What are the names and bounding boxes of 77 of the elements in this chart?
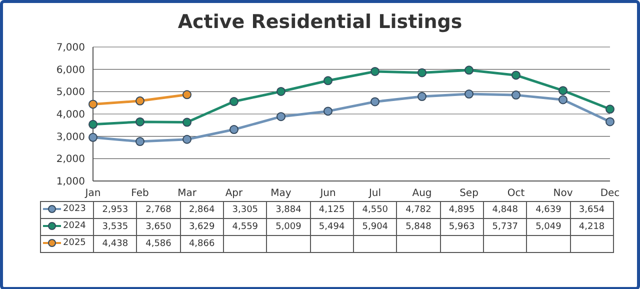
- point: [464, 66, 474, 75]
- data-label: 5,904: [353, 218, 397, 236]
- data-label: 5,737: [483, 218, 527, 236]
- point: [606, 117, 614, 126]
- x-tick-label: Mar: [178, 188, 198, 200]
- data-label: 3,535: [94, 218, 137, 236]
- data-label: 3,629: [180, 218, 224, 236]
- y-tick-label: 6,000: [56, 64, 85, 76]
- data-label: 4,438: [94, 236, 137, 252]
- point: [606, 104, 614, 114]
- data-label: 3,650: [136, 218, 180, 236]
- x-tick-label: Jul: [368, 188, 382, 200]
- point: [276, 112, 286, 122]
- point: [512, 70, 520, 80]
- x-tick-label: Dec: [600, 188, 620, 200]
- point: [370, 97, 380, 106]
- point: [182, 118, 192, 127]
- point: [230, 125, 238, 134]
- x-tick-label: Sep: [460, 188, 478, 200]
- point: [88, 100, 98, 109]
- point: [88, 120, 98, 129]
- point: [512, 90, 520, 100]
- point: [558, 86, 568, 96]
- point: [558, 95, 568, 104]
- x-tick-label: Jun: [319, 188, 336, 200]
- data-label: 4,782: [396, 202, 440, 218]
- data-label: 4,586: [136, 236, 180, 252]
- x-tick-label: Nov: [553, 188, 573, 200]
- x-tick-label: Oct: [507, 188, 525, 200]
- x-tick-label: Aug: [412, 188, 432, 200]
- x-tick-label: Jan: [84, 188, 101, 200]
- point: [418, 92, 426, 102]
- data-label: 5,963: [440, 218, 484, 236]
- point: [370, 66, 380, 76]
- data-label: 2,768: [136, 202, 180, 218]
- chart-title: Active Residential Listings: [176, 11, 464, 33]
- point: [182, 90, 192, 100]
- y-tick-label: 1,000: [56, 176, 85, 188]
- data-label: 3,884: [266, 202, 310, 218]
- point: [230, 97, 238, 106]
- x-tick-label: May: [270, 188, 292, 200]
- point: [136, 117, 144, 126]
- data-label: 4,125: [310, 202, 354, 218]
- data-label: 3,654: [570, 202, 614, 218]
- y-tick-label: 2,000: [56, 154, 85, 166]
- data-label: 4,218: [570, 218, 614, 236]
- y-tick-label: 5,000: [56, 87, 85, 98]
- data-label: 2,864: [180, 202, 224, 218]
- data-label: 4,866: [180, 236, 224, 252]
- point: [136, 137, 144, 146]
- point: [324, 106, 332, 116]
- legend-label: 2023: [63, 204, 86, 214]
- data-label: 4,848: [483, 202, 527, 218]
- point: [88, 132, 98, 142]
- data-label: 4,559: [223, 218, 267, 236]
- point: [136, 96, 144, 106]
- point: [276, 86, 286, 96]
- x-tick-label: Apr: [225, 188, 244, 200]
- point: [464, 90, 474, 99]
- data-label: 4,639: [526, 202, 570, 218]
- y-tick-label: 3,000: [56, 132, 85, 143]
- data-label: 4,550: [353, 202, 397, 218]
- data-label: 2,953: [94, 202, 137, 218]
- legend-label: 2025: [63, 238, 86, 248]
- y-tick-label: 7,000: [56, 42, 85, 54]
- data-label: 4,895: [440, 202, 484, 218]
- y-tick-label: 4,000: [56, 110, 85, 121]
- data-label: 5,049: [526, 218, 570, 236]
- data-label: 5,009: [266, 218, 310, 236]
- point: [324, 76, 332, 86]
- legend-label: 2024: [63, 220, 86, 230]
- data-label: 5,494: [310, 218, 354, 236]
- data-label: 5,848: [396, 218, 440, 236]
- data-label: 3,305: [223, 202, 267, 218]
- point: [418, 68, 426, 78]
- point: [182, 134, 192, 144]
- x-tick-label: Feb: [131, 188, 149, 200]
